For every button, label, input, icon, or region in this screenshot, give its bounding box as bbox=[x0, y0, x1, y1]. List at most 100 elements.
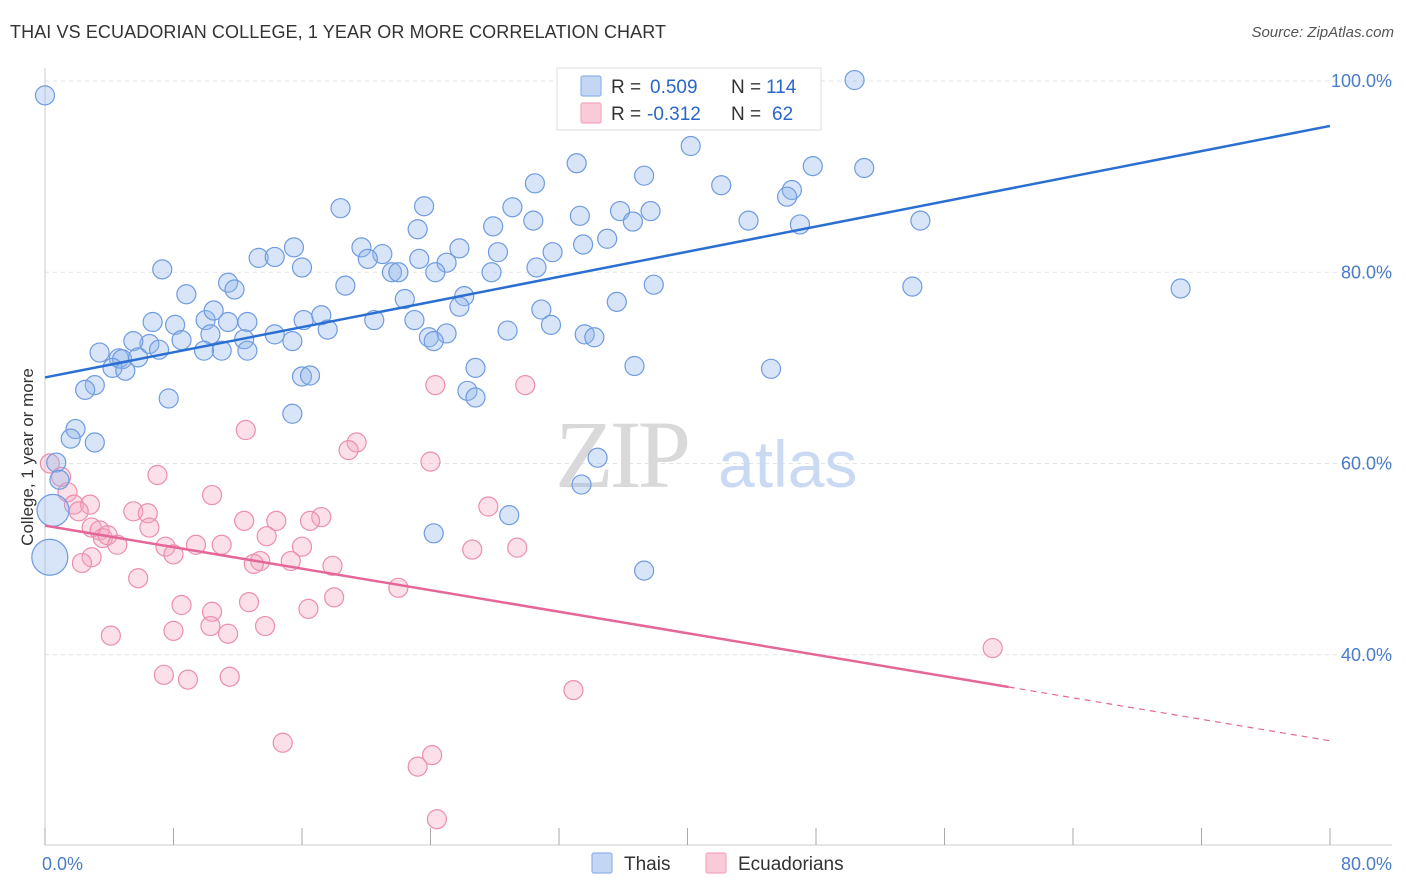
thais-point bbox=[264, 246, 285, 268]
thais-point bbox=[211, 340, 232, 361]
chart-title: THAI VS ECUADORIAN COLLEGE, 1 YEAR OR MO… bbox=[10, 22, 667, 42]
thais-points bbox=[31, 69, 1191, 581]
thais-point bbox=[481, 262, 502, 283]
ecuadorians-point bbox=[322, 555, 343, 576]
thais-point bbox=[158, 388, 179, 409]
chart-source: Source: ZipAtlas.com bbox=[1251, 24, 1394, 41]
ecuadorians-point bbox=[128, 568, 149, 589]
ecuadorians-point bbox=[426, 809, 448, 830]
y-tick-label-3: 40.0% bbox=[1341, 645, 1392, 665]
thais-point bbox=[203, 300, 224, 321]
thais-point bbox=[388, 262, 409, 283]
thais-point bbox=[89, 342, 110, 363]
thais-point bbox=[499, 505, 520, 526]
trend-lines bbox=[44, 124, 1331, 742]
thais-point bbox=[542, 242, 563, 263]
legend-n-ecuadorians: 62 bbox=[772, 104, 793, 125]
ecuadorians-point bbox=[407, 756, 428, 777]
y-tick-label-1: 80.0% bbox=[1341, 262, 1392, 282]
ecuadorians-point bbox=[123, 501, 144, 522]
ecuadorians-point bbox=[153, 664, 174, 685]
thais-point bbox=[569, 205, 590, 226]
watermark-zip: ZIP bbox=[555, 401, 688, 508]
ecuadorians-point bbox=[311, 506, 332, 528]
ecuadorians-point bbox=[235, 419, 256, 441]
ecuadorians-point bbox=[107, 534, 128, 555]
ecuadorians-point bbox=[478, 496, 499, 517]
thais-point bbox=[165, 314, 186, 335]
ecuadorians-point bbox=[324, 587, 345, 608]
thais-point bbox=[624, 355, 645, 377]
ecuadorians-point bbox=[238, 592, 260, 613]
ecuadorians-point bbox=[139, 517, 160, 538]
ecuadorians-point bbox=[272, 732, 293, 753]
thais-point bbox=[540, 314, 562, 335]
ecuadorians-point bbox=[39, 453, 60, 474]
thais-point bbox=[34, 85, 56, 106]
ecuadorians-point bbox=[201, 484, 223, 506]
tick-labels: 100.0% 80.0% 60.0% 40.0% 0.0% 80.0% bbox=[42, 71, 1392, 874]
y-axis-label: College, 1 year or more bbox=[18, 368, 37, 546]
thais-point bbox=[409, 248, 430, 269]
legend-r-ecuadorians: -0.312 bbox=[647, 104, 701, 125]
ecuadorians-point bbox=[563, 680, 584, 701]
ecuadorians-point bbox=[291, 536, 313, 557]
ecuadorians-point bbox=[71, 552, 93, 574]
ecuadorians-point bbox=[163, 544, 184, 565]
ecuadorians-point bbox=[79, 494, 101, 515]
x-tick-label-1: 80.0% bbox=[1341, 854, 1392, 874]
thais-point bbox=[335, 275, 356, 296]
ecuadorians-point bbox=[147, 464, 168, 486]
thais-point bbox=[123, 331, 144, 352]
legend-bottom-swatch-ecuadorians bbox=[705, 852, 727, 874]
thais-point bbox=[449, 296, 470, 317]
ecuadorians-point bbox=[177, 669, 199, 690]
thais-point bbox=[526, 257, 547, 278]
ecuadorians-point bbox=[507, 537, 528, 558]
thais-point bbox=[738, 210, 759, 231]
thais-point bbox=[291, 257, 313, 278]
thais-point bbox=[483, 216, 504, 237]
legend-top: R = 0.509 N = 114 R = -0.312 N = 62 bbox=[556, 67, 822, 131]
legend-r-label-thais: R = bbox=[611, 77, 641, 98]
thais-point bbox=[171, 330, 192, 351]
thais-point bbox=[502, 197, 523, 218]
ecuadorians-point bbox=[200, 615, 221, 637]
ecuadorians-point bbox=[388, 577, 409, 598]
thais-point bbox=[760, 358, 782, 379]
thais-point bbox=[31, 538, 69, 576]
ecuadorians-point bbox=[422, 745, 443, 766]
thais-point bbox=[46, 452, 67, 473]
thais-point bbox=[597, 228, 618, 249]
thais-point bbox=[404, 309, 425, 331]
ecuadorians-point bbox=[299, 510, 321, 531]
ecuadorians-point bbox=[234, 510, 255, 531]
thais-point bbox=[283, 237, 305, 258]
ecuadorians-point bbox=[163, 620, 184, 641]
thais-point bbox=[282, 403, 303, 424]
thais-point bbox=[282, 331, 303, 352]
thais-point bbox=[413, 196, 435, 217]
thais-point bbox=[902, 276, 923, 297]
thais-point bbox=[299, 365, 321, 386]
ecuadorians-point bbox=[346, 432, 367, 453]
thais-point bbox=[75, 379, 96, 400]
thais-point bbox=[357, 248, 378, 269]
watermark-atlas: atlas bbox=[718, 427, 857, 501]
thais-point bbox=[423, 523, 444, 544]
thais-point bbox=[584, 327, 605, 348]
thais-point bbox=[407, 219, 428, 240]
ecuadorians-point bbox=[515, 374, 536, 396]
ecuadorians-trend-extension bbox=[1008, 686, 1331, 742]
thais-point bbox=[587, 447, 608, 468]
ecuadorians-point bbox=[218, 623, 239, 644]
thais-point bbox=[606, 291, 627, 312]
thais-point bbox=[776, 186, 798, 207]
thais-point bbox=[84, 432, 105, 453]
legend-n-label-ecuadorians: N = bbox=[731, 104, 761, 125]
thais-point bbox=[449, 238, 470, 259]
thais-point bbox=[802, 156, 823, 177]
thais-point bbox=[524, 173, 546, 194]
ecuadorians-point bbox=[338, 440, 359, 461]
thais-point bbox=[640, 200, 661, 222]
